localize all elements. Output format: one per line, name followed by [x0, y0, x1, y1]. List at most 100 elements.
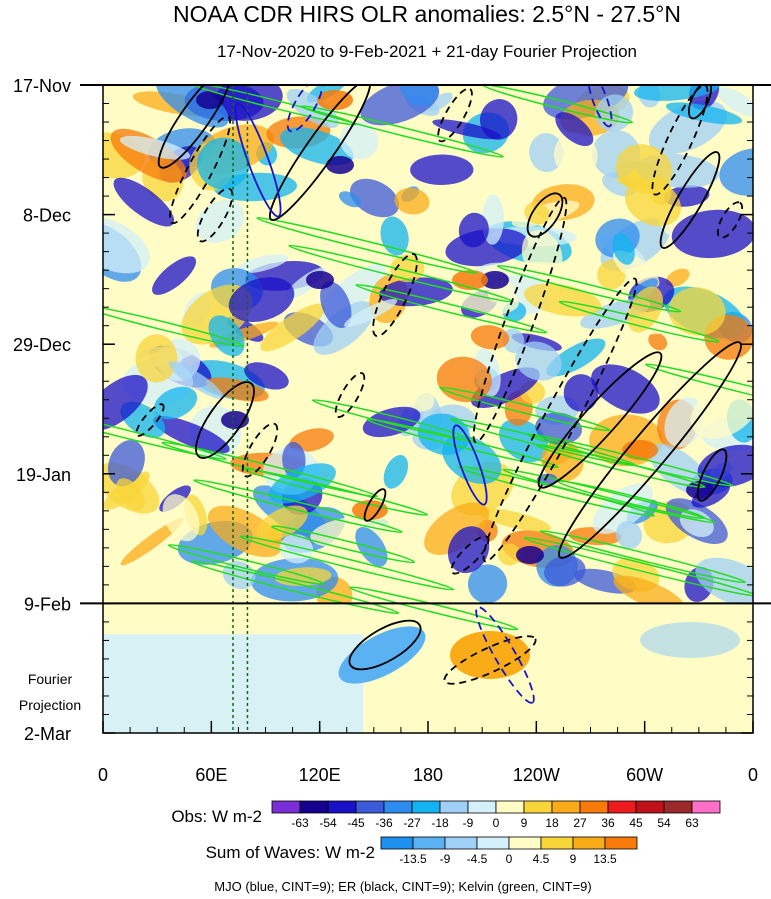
anomaly-blob: [616, 144, 673, 194]
anomaly-blob: [717, 87, 753, 117]
anomaly-blob: [135, 334, 178, 383]
colorbar-swatch: [551, 800, 581, 814]
waves-colorbar-label: Sum of Waves: W m-2: [206, 843, 375, 862]
plot-area: [103, 85, 753, 733]
colorbar-level-label: 4.5: [533, 852, 550, 866]
colorbar-level-label: -54: [319, 816, 337, 830]
anomaly-blob: [120, 517, 184, 566]
anomaly-blob: [467, 564, 508, 604]
anomaly-blob: [524, 201, 550, 225]
anomaly-blob: [690, 380, 753, 439]
mjo-contour: [286, 85, 324, 133]
colorbar-level-label: 36: [601, 816, 615, 830]
anomaly-blob: [162, 494, 200, 542]
er-contour: [372, 253, 418, 337]
er-contour: [687, 85, 713, 120]
er-contour: [157, 85, 233, 169]
anomaly-blob: [695, 557, 753, 608]
colorbar-level-label: -27: [403, 816, 421, 830]
kelvin-contour: [103, 304, 245, 348]
anomaly-blob: [436, 356, 492, 403]
colorbar-swatch: [495, 800, 525, 814]
anomaly-blob: [116, 478, 145, 511]
anomaly-core: [686, 481, 714, 499]
er-contour: [526, 192, 564, 238]
kelvin-contour: [349, 586, 519, 631]
colorbar-swatch: [355, 800, 385, 814]
anomaly-blob: [515, 341, 562, 381]
anomaly-blob: [555, 112, 594, 147]
colorbar-swatch: [327, 800, 357, 814]
er-contour: [269, 85, 371, 221]
anomaly-blob: [320, 281, 352, 329]
y-tick-label: 9-Feb: [24, 594, 71, 614]
anomaly-blob: [103, 216, 150, 274]
anomaly-blob: [471, 367, 540, 409]
er-contour: [348, 619, 422, 671]
colorbar-swatch: [412, 836, 446, 850]
anomaly-blob: [153, 386, 198, 420]
anomaly-blob: [432, 119, 502, 140]
y-tick-label: 19-Jan: [16, 465, 71, 485]
colorbar-swatch: [508, 836, 542, 850]
chart-title: NOAA CDR HIRS OLR anomalies: 2.5°N - 27.…: [173, 1, 681, 27]
projection-fill: [640, 622, 740, 658]
colorbar-level-label: 9: [521, 816, 528, 830]
anomaly-core: [352, 500, 388, 520]
er-contour: [716, 201, 744, 239]
kelvin-contour: [193, 479, 403, 534]
colorbar-swatch: [380, 836, 414, 850]
kelvin-contour: [190, 560, 400, 615]
anomaly-blob: [671, 209, 753, 259]
colorbar-level-label: 0: [506, 852, 513, 866]
colorbar-level-label: -9: [463, 816, 474, 830]
mjo-contour: [475, 606, 535, 704]
waves-colorbar: -13.5 -9 -4.5 0 4.5 9 13.5: [380, 836, 638, 866]
kelvin-contour: [355, 283, 548, 334]
colorbar-level-label: 27: [573, 816, 587, 830]
kelvin-contour: [256, 216, 478, 274]
anomaly-blob: [103, 342, 126, 368]
colorbar-level-label: 13.5: [593, 852, 617, 866]
colorbar-level-label: 9: [570, 852, 577, 866]
axes: 17-Nov 8-Dec 29-Dec 19-Jan 9-Feb 2-Mar 0 60E 120…: [13, 76, 771, 785]
mjo-contour: [587, 85, 613, 128]
kelvin-contour: [300, 105, 504, 158]
colorbar-swatch: [271, 800, 301, 814]
anomaly-blob: [458, 212, 489, 248]
anomaly-blob: [119, 135, 191, 160]
projection-label-line2: Projection: [19, 697, 81, 713]
kelvin-contour: [270, 525, 416, 564]
anomaly-blob: [470, 325, 510, 350]
x-tick-label: 180: [413, 765, 443, 785]
colorbar-swatch: [607, 800, 637, 814]
er-contour: [482, 277, 638, 563]
colorbar-level-label: -13.5: [399, 852, 427, 866]
colorbar-level-label: -36: [375, 816, 393, 830]
colorbar-level-label: -4.5: [467, 852, 488, 866]
anomaly-blob: [479, 99, 518, 140]
colorbar-swatch: [476, 836, 510, 850]
colorbar-swatch: [467, 800, 497, 814]
anomaly-blob: [228, 277, 295, 322]
kelvin-contour: [535, 443, 706, 489]
anomaly-blob: [529, 133, 564, 173]
x-tick-label: 0: [98, 765, 108, 785]
colorbar-swatch: [411, 800, 441, 814]
x-tick-label: 0: [748, 765, 758, 785]
anomaly-blob: [306, 85, 348, 103]
anomaly-core: [196, 91, 224, 109]
colorbar-level-label: 54: [657, 816, 671, 830]
kelvin-contour: [366, 418, 559, 469]
mjo-contour: [452, 424, 488, 506]
kelvin-contours: [103, 85, 753, 631]
er-contour: [659, 151, 721, 249]
colorbar-level-label: -45: [347, 816, 365, 830]
anomaly-blob: [236, 254, 289, 274]
er-contour: [363, 488, 387, 522]
x-tick-label: 60E: [195, 765, 227, 785]
anomaly-blob: [168, 361, 224, 399]
colorbar-level-label: -18: [431, 816, 449, 830]
colorbar-swatch: [540, 836, 574, 850]
